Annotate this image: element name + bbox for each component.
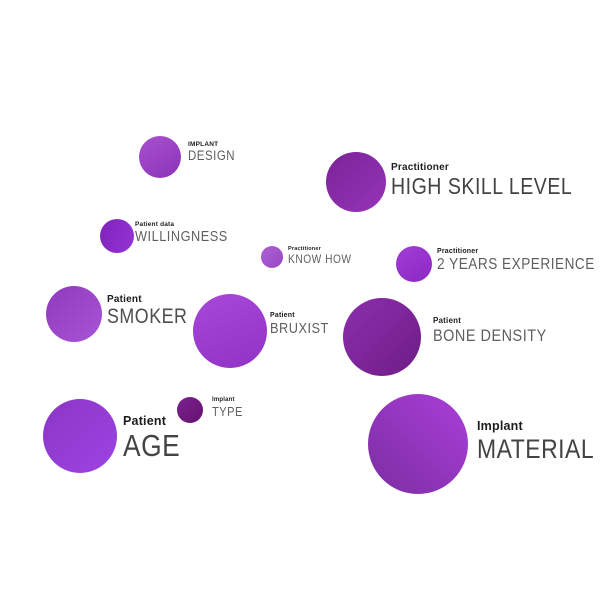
label-2-years-experience-title: 2 YEARS EXPERIENCE [437, 255, 595, 273]
label-bone-density-title: BONE DENSITY [433, 325, 547, 345]
label-bone-density-category: Patient [433, 316, 462, 325]
label-high-skill-level-category: Practitioner [391, 162, 449, 173]
label-material: Implant MATERIAL [477, 419, 600, 464]
label-type-category: Implant [212, 397, 235, 403]
bubble-age [43, 399, 117, 473]
label-know-how: Practitioner KNOW HOW [288, 246, 363, 266]
label-bone-density: Patient BONE DENSITY [433, 316, 567, 345]
bubble-know-how [261, 246, 283, 268]
label-bruxist: Patient BRUXIST [270, 312, 339, 336]
label-bruxist-category: Patient [270, 312, 295, 319]
label-design: IMPLANT DESIGN [188, 141, 243, 163]
bubble-design [139, 136, 181, 178]
bubble-type [177, 397, 203, 423]
label-high-skill-level-title: HIGH SKILL LEVEL [391, 173, 573, 199]
label-2-years-experience-category: Practitioner [437, 248, 479, 255]
bubble-high-skill-level [326, 152, 386, 212]
label-type: Implant TYPE [212, 397, 248, 418]
bubble-smoker [46, 286, 102, 342]
label-2-years-experience: Practitioner 2 YEARS EXPERIENCE [437, 248, 600, 273]
bubble-bruxist [193, 294, 267, 368]
label-smoker: Patient SMOKER [107, 294, 202, 328]
label-material-category: Implant [477, 419, 523, 433]
bubble-2-years-experience [396, 246, 432, 282]
label-willingness-title: WILLINGNESS [135, 228, 228, 246]
label-willingness-category: Patient data [135, 221, 175, 228]
label-high-skill-level: Practitioner HIGH SKILL LEVEL [391, 162, 600, 198]
label-know-how-category: Practitioner [288, 246, 321, 252]
bubble-material [368, 394, 468, 494]
label-smoker-category: Patient [107, 294, 142, 305]
label-know-how-title: KNOW HOW [288, 252, 352, 267]
bubble-willingness [100, 219, 134, 253]
label-smoker-title: SMOKER [107, 305, 188, 328]
label-design-category: IMPLANT [188, 141, 219, 148]
label-material-title: MATERIAL [477, 433, 595, 464]
bubble-bone-density [343, 298, 421, 376]
label-age: Patient AGE [123, 414, 190, 463]
label-age-category: Patient [123, 414, 167, 428]
label-willingness: Patient data WILLINGNESS [135, 221, 244, 245]
label-bruxist-title: BRUXIST [270, 319, 329, 337]
label-age-title: AGE [123, 427, 181, 463]
label-design-title: DESIGN [188, 148, 236, 164]
label-type-title: TYPE [212, 403, 243, 419]
